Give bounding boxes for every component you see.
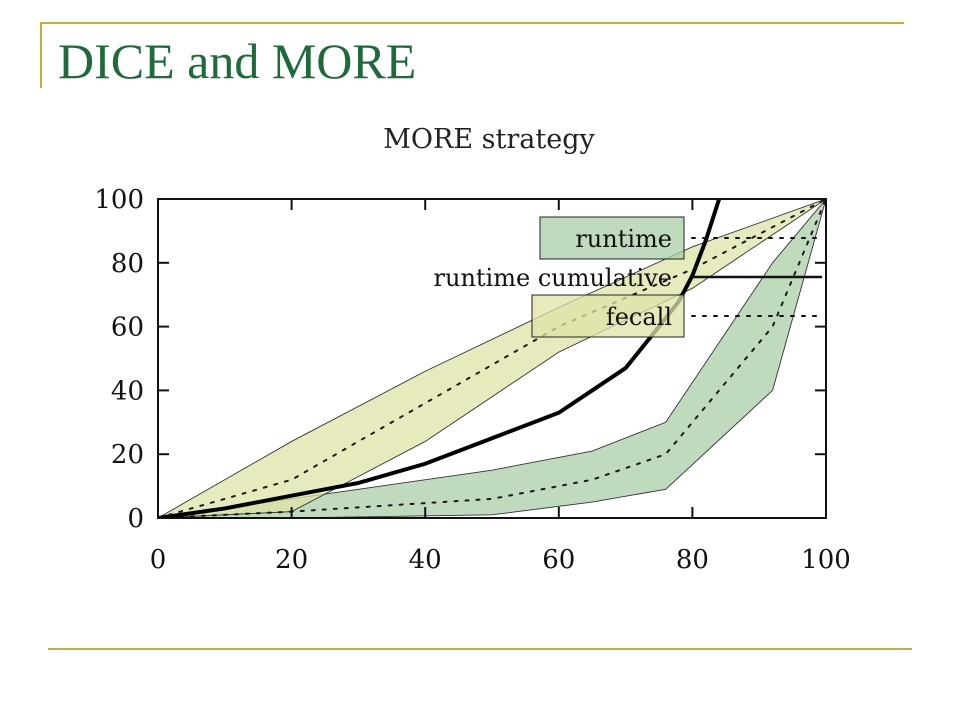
y-tick-label: 100 xyxy=(94,185,144,215)
plot-area xyxy=(158,199,826,518)
y-tick-label: 80 xyxy=(111,249,144,279)
x-tick-label: 40 xyxy=(409,545,442,575)
legend-label: runtime xyxy=(575,225,672,253)
x-tick-label: 100 xyxy=(801,545,851,575)
x-tick-label: 80 xyxy=(676,545,709,575)
x-tick-label: 60 xyxy=(542,545,575,575)
x-tick-label: 0 xyxy=(150,545,167,575)
legend-box-2 xyxy=(531,294,685,338)
slide-title: DICE and MORE xyxy=(58,33,417,89)
title-rule-top xyxy=(40,22,904,24)
legend-box-0 xyxy=(539,216,685,260)
legend-label: runtime cumulative xyxy=(434,264,672,292)
series-line-1 xyxy=(158,199,722,518)
plot-frame xyxy=(157,198,827,519)
y-tick-label: 0 xyxy=(127,504,144,534)
y-tick-label: 20 xyxy=(111,440,144,470)
x-tick-label: 20 xyxy=(275,545,308,575)
y-tick-label: 60 xyxy=(111,313,144,343)
footer-rule xyxy=(48,648,912,650)
series-line-2 xyxy=(158,199,826,518)
title-rule-left xyxy=(40,22,42,88)
y-tick-label: 40 xyxy=(111,376,144,406)
band-0 xyxy=(158,199,826,518)
band-2 xyxy=(158,199,826,518)
legend-label: fecall xyxy=(606,303,672,331)
chart-title: MORE strategy xyxy=(383,124,595,155)
